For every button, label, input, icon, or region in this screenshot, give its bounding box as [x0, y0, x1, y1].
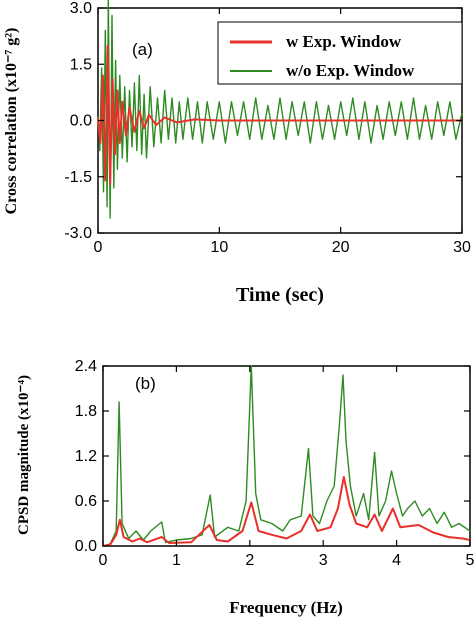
panel-b-ylabel: CPSD magnitude (x10⁻⁴) — [16, 375, 32, 535]
legend-label-wo-exp: w/o Exp. Window — [286, 61, 415, 80]
panel-a-label: (a) — [132, 40, 153, 59]
panel-b-frame — [102, 365, 471, 547]
panel-a-series-wo-exp — [97, 0, 463, 219]
panel-a-ytick-label: -1.5 — [64, 169, 92, 186]
panel-b-xtick-label: 1 — [172, 552, 181, 569]
panel-b-series-wo-exp — [102, 365, 471, 547]
panel-b-xtick-label: 5 — [466, 552, 474, 569]
panel-a-ytick-label: 3.0 — [70, 0, 92, 17]
panel-a-ytick-label: 1.5 — [70, 56, 92, 73]
legend: w Exp. Window w/o Exp. Window — [217, 21, 463, 85]
legend-label-w-exp: w Exp. Window — [286, 32, 402, 51]
panel-a-xtick-label: 0 — [94, 239, 103, 256]
panel-b-series-w-exp — [102, 476, 471, 547]
panel-b-xtick-label: 4 — [392, 552, 401, 569]
panel-a-plot-area — [97, 0, 463, 219]
panel-a-ticks: 0 10 20 30 3.0 1.5 0.0 -1.5 -3.0 — [64, 0, 471, 256]
panel-a-ylabel: Cross correlation (x10⁻⁷ g²) — [3, 28, 20, 215]
panel-a-xtick-label: 30 — [453, 239, 471, 256]
panel-a-xtick-label: 10 — [210, 239, 228, 256]
panel-b: 0 1 2 3 4 5 0.0 0.6 1.2 1.8 2.4 (b) Frequency (Hz)… — [16, 358, 474, 617]
panel-b-label: (b) — [135, 374, 156, 393]
panel-b-xtick-label: 3 — [319, 552, 328, 569]
panel-b-ytick-label: 0.0 — [75, 538, 97, 555]
panel-a-ytick-label: 0.0 — [70, 113, 92, 130]
panel-a-ytick-label: -3.0 — [64, 225, 92, 242]
panel-b-xtick-label: 2 — [245, 552, 254, 569]
panel-b-ticks: 0 1 2 3 4 5 0.0 0.6 1.2 1.8 2.4 — [75, 358, 474, 569]
panel-a-series-w-exp — [97, 44, 462, 186]
panel-b-xtick-label: 0 — [99, 552, 108, 569]
panel-b-ytick-label: 1.8 — [75, 403, 97, 420]
panel-b-ytick-label: 0.6 — [75, 493, 97, 510]
panel-b-plot-area — [102, 365, 471, 547]
panel-b-ytick-label: 2.4 — [75, 358, 97, 375]
legend-box — [217, 21, 463, 85]
panel-b-ytick-label: 1.2 — [75, 448, 97, 465]
panel-a-xtick-label: 20 — [332, 239, 350, 256]
panel-b-xlabel: Frequency (Hz) — [229, 598, 342, 617]
panel-a: 0 10 20 303.01.50.0-1.5-3.0 (a) Time (sec) … — [3, 0, 471, 306]
panel-a-xlabel: Time (sec) — [236, 284, 324, 306]
